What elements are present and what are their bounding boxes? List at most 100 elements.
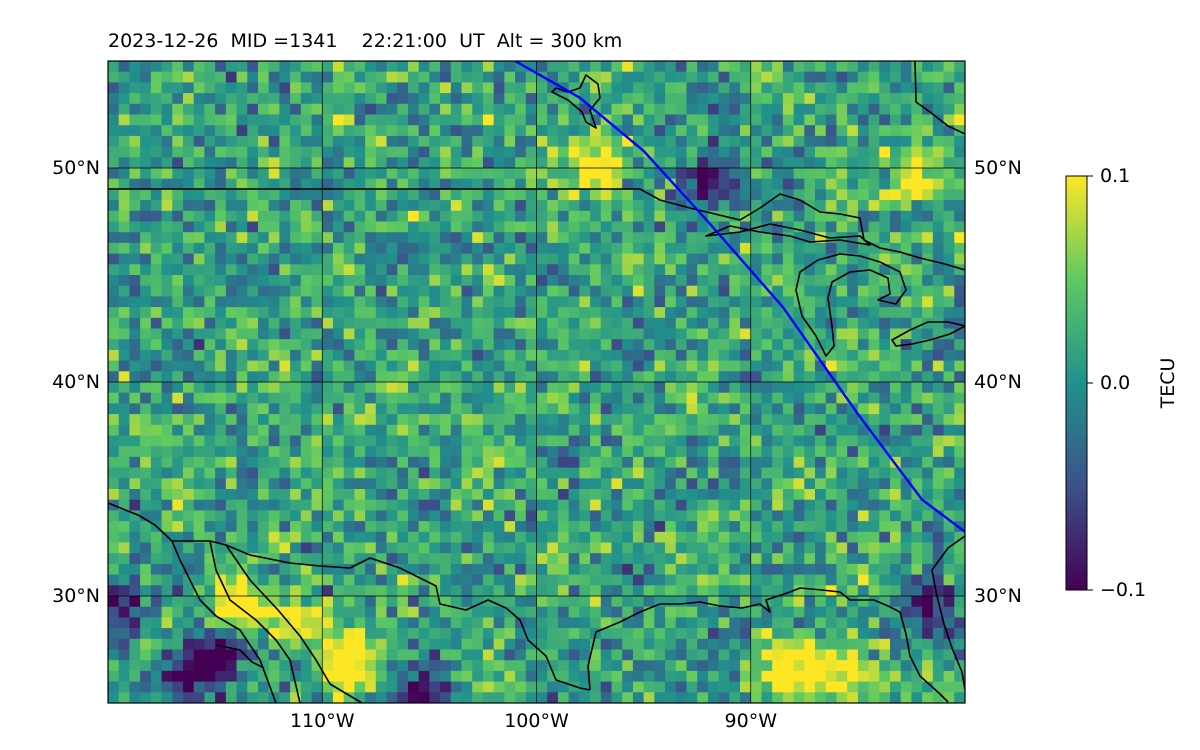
heatmap-cell [407, 638, 420, 651]
heatmap-cell [332, 574, 345, 586]
heatmap-cell [922, 670, 934, 683]
heatmap-cell [332, 360, 345, 372]
heatmap-cell [129, 596, 141, 608]
heatmap-cell [504, 307, 516, 319]
heatmap-cell [911, 424, 923, 437]
heatmap-cell [172, 296, 184, 308]
heatmap-cell [332, 339, 345, 351]
heatmap-cell [268, 467, 280, 479]
heatmap-cell [504, 253, 516, 265]
heatmap-cell [354, 61, 366, 73]
heatmap-cell [418, 253, 430, 265]
heatmap-cell [654, 328, 666, 340]
heatmap-cell [429, 371, 441, 383]
heatmap-cell [150, 82, 163, 94]
heatmap-cell [932, 606, 945, 618]
heatmap-cell [354, 392, 366, 404]
heatmap-cell [140, 670, 152, 683]
heatmap-cell [943, 521, 955, 533]
heatmap-cell [761, 200, 773, 212]
heatmap-cell [482, 617, 495, 629]
heatmap-cell [740, 638, 752, 651]
heatmap-cell [547, 253, 559, 265]
heatmap-cell [782, 242, 795, 255]
heatmap-cell [129, 221, 141, 233]
heatmap-cell [900, 189, 913, 201]
heatmap-cell [236, 61, 248, 73]
heatmap-cell [782, 617, 795, 629]
heatmap-cell [954, 210, 965, 223]
heatmap-cell [868, 596, 880, 608]
heatmap-cell [793, 510, 805, 522]
heatmap-cell [375, 467, 388, 479]
heatmap-cell [568, 563, 580, 576]
heatmap-cell [707, 670, 720, 683]
heatmap-cell [675, 617, 688, 629]
heatmap-cell [161, 499, 173, 511]
heatmap-cell [322, 628, 334, 640]
heatmap-cell [397, 328, 409, 340]
heatmap-cell [332, 424, 345, 437]
heatmap-cell [622, 628, 634, 640]
heatmap-cell [568, 638, 580, 651]
heatmap-cell [611, 200, 623, 212]
heatmap-cell [943, 553, 955, 565]
heatmap-cell [932, 403, 945, 415]
heatmap-cell [322, 596, 334, 608]
heatmap-cell [536, 317, 548, 330]
heatmap-cell [343, 446, 355, 458]
heatmap-cell [482, 232, 495, 244]
heatmap-cell [890, 499, 902, 511]
heatmap-cell [911, 189, 923, 201]
heatmap-cell [332, 82, 345, 94]
heatmap-cell [654, 360, 666, 372]
heatmap-cell [257, 649, 270, 661]
heatmap-cell [922, 210, 934, 223]
heatmap-cell [525, 371, 538, 383]
heatmap-cell [407, 414, 420, 426]
heatmap-cell [236, 114, 248, 126]
heatmap-cell [665, 382, 677, 394]
heatmap-cell [590, 692, 602, 703]
heatmap-cell [750, 596, 763, 608]
heatmap-cell [150, 328, 163, 340]
heatmap-cell [257, 414, 270, 426]
heatmap-cell [504, 617, 516, 629]
heatmap-cell [932, 349, 945, 362]
heatmap-cell [461, 553, 473, 565]
heatmap-cell [332, 328, 345, 340]
heatmap-cell [268, 424, 280, 437]
heatmap-cell [922, 285, 934, 297]
heatmap-cell [397, 307, 409, 319]
heatmap-cell [268, 371, 280, 383]
heatmap-cell [922, 61, 934, 73]
heatmap-cell [440, 446, 452, 458]
heatmap-cell [300, 371, 313, 383]
heatmap-cell [525, 649, 538, 661]
heatmap-cell [857, 93, 870, 105]
heatmap-cell [932, 71, 945, 83]
heatmap-cell [515, 178, 527, 190]
heatmap-cell [675, 146, 688, 158]
heatmap-cell [611, 521, 623, 533]
heatmap-cell [857, 82, 870, 94]
heatmap-cell [868, 542, 880, 554]
heatmap-cell [740, 71, 752, 83]
heatmap-cell [825, 467, 838, 479]
heatmap-cell [590, 382, 602, 394]
heatmap-cell [343, 264, 355, 276]
heatmap-cell [140, 285, 152, 297]
heatmap-cell [750, 638, 763, 651]
heatmap-cell [161, 114, 173, 126]
heatmap-cell [815, 114, 827, 126]
heatmap-cell [247, 221, 259, 233]
heatmap-cell [332, 403, 345, 415]
heatmap-cell [461, 275, 473, 287]
heatmap-cell [675, 649, 688, 661]
heatmap-cell [740, 221, 752, 233]
heatmap-cell [707, 521, 720, 533]
heatmap-cell [622, 210, 634, 223]
heatmap-cell [557, 253, 570, 265]
heatmap-cell [311, 531, 323, 544]
heatmap-cell [782, 531, 795, 544]
